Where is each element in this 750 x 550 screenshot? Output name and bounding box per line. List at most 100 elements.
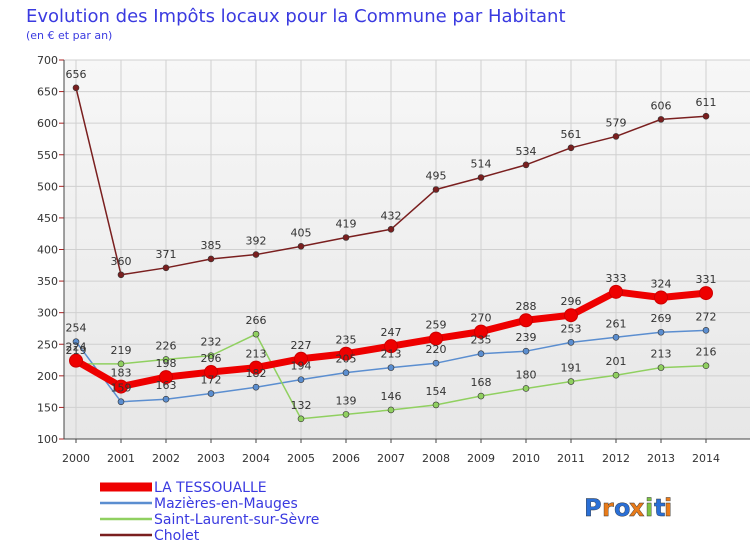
data-label-cholet: 495 (426, 169, 447, 182)
brand-letter: t (654, 494, 665, 522)
data-label-cholet: 561 (561, 128, 582, 141)
y-tick-label: 200 (37, 370, 58, 383)
data-label-la-tessoualle: 213 (246, 348, 267, 361)
data-point-mazieres-en-mauges (612, 334, 620, 341)
data-point-saint-laurent-sur-sevre (612, 371, 620, 379)
y-tick-label: 650 (37, 86, 58, 99)
data-point-la-tessoualle (294, 351, 308, 366)
data-point-la-tessoualle (114, 379, 128, 394)
data-label-mazieres-en-mauges: 253 (561, 322, 582, 335)
data-point-cholet (252, 251, 260, 258)
data-label-saint-laurent-sur-sevre: 219 (66, 344, 87, 357)
x-tick-label: 2004 (242, 452, 270, 465)
data-point-saint-laurent-sur-sevre (342, 411, 350, 418)
legend-label-la-tessoualle: LA TESSOUALLE (154, 480, 267, 496)
brand-letter: o (614, 494, 631, 522)
x-tick-label: 2006 (332, 452, 360, 465)
y-tick-label: 400 (37, 244, 58, 257)
axes: 100 150 200 250 300 350 400 450 500 550 600 650 700 2… (37, 54, 750, 465)
chart-title: Evolution des Impôts locaux pour la Comm… (26, 6, 566, 27)
legend-label-saint-laurent-sur-sevre: Saint-Laurent-sur-Sèvre (154, 512, 319, 528)
data-point-cholet (567, 144, 575, 152)
data-label-la-tessoualle: 296 (561, 295, 582, 308)
data-point-saint-laurent-sur-sevre (387, 406, 395, 414)
data-label-la-tessoualle: 235 (336, 334, 357, 347)
data-point-mazieres-en-mauges (702, 327, 710, 334)
data-labels: 656 360 371 385 392 405 419 432 495 514 534 561 579 6… (66, 68, 717, 412)
legend: LA TESSOUALLEMazières-en-MaugesSaint-Lau… (100, 480, 319, 544)
data-label-mazieres-en-mauges: 182 (246, 367, 267, 380)
data-label-saint-laurent-sur-sevre: 201 (606, 355, 627, 368)
data-label-cholet: 371 (156, 248, 177, 261)
data-point-la-tessoualle (699, 286, 713, 301)
data-point-mazieres-en-mauges (207, 390, 215, 397)
data-point-saint-laurent-sur-sevre (522, 385, 530, 392)
data-label-cholet: 360 (111, 255, 132, 268)
data-label-cholet: 611 (696, 96, 717, 109)
series-group (69, 84, 713, 423)
data-label-saint-laurent-sur-sevre: 132 (291, 399, 312, 412)
data-point-cholet (657, 116, 665, 123)
x-tick-label: 2002 (152, 452, 180, 465)
data-point-saint-laurent-sur-sevre (432, 401, 440, 409)
data-point-mazieres-en-mauges (162, 395, 170, 403)
data-point-saint-laurent-sur-sevre (657, 364, 665, 371)
data-point-mazieres-en-mauges (567, 339, 575, 346)
data-label-mazieres-en-mauges: 272 (696, 310, 717, 323)
data-point-cholet (477, 174, 485, 181)
data-point-saint-laurent-sur-sevre (702, 362, 710, 370)
data-point-saint-laurent-sur-sevre (117, 360, 125, 368)
x-tick-label: 2014 (692, 452, 720, 465)
brand-letter: x (629, 494, 645, 522)
data-label-saint-laurent-sur-sevre: 154 (426, 385, 447, 398)
y-tick-label: 550 (37, 149, 58, 162)
data-point-saint-laurent-sur-sevre (252, 330, 260, 338)
data-point-cholet (432, 186, 440, 193)
x-tick-label: 2005 (287, 452, 315, 465)
data-label-cholet: 392 (246, 235, 267, 248)
data-label-saint-laurent-sur-sevre: 191 (561, 362, 582, 375)
data-label-la-tessoualle: 247 (381, 326, 402, 339)
data-point-cholet (297, 243, 305, 250)
brand-letter: i (664, 494, 672, 522)
data-label-cholet: 419 (336, 217, 357, 230)
chart-subtitle: (en € et par an) (26, 29, 112, 42)
data-point-saint-laurent-sur-sevre (207, 352, 215, 359)
data-label-cholet: 405 (291, 226, 312, 239)
data-point-cholet (387, 225, 395, 233)
data-point-mazieres-en-mauges (477, 350, 485, 358)
data-point-la-tessoualle (249, 360, 263, 375)
data-point-mazieres-en-mauges (72, 338, 80, 346)
data-label-mazieres-en-mauges: 213 (381, 348, 402, 361)
data-label-mazieres-en-mauges: 163 (156, 379, 177, 392)
data-point-mazieres-en-mauges (387, 364, 395, 371)
data-point-mazieres-en-mauges (297, 376, 305, 383)
x-tick-label: 2012 (602, 452, 630, 465)
x-tick-label: 2003 (197, 452, 225, 465)
data-point-la-tessoualle (609, 284, 623, 299)
data-label-mazieres-en-mauges: 172 (201, 374, 222, 387)
data-point-la-tessoualle (564, 308, 578, 323)
y-tick-label: 500 (37, 180, 58, 193)
data-label-saint-laurent-sur-sevre: 266 (246, 314, 267, 327)
legend-label-cholet: Cholet (154, 528, 200, 544)
data-point-mazieres-en-mauges (117, 398, 125, 406)
data-label-saint-laurent-sur-sevre: 168 (471, 376, 492, 389)
data-point-mazieres-en-mauges (522, 347, 530, 355)
data-label-la-tessoualle: 270 (471, 312, 492, 325)
data-label-la-tessoualle: 183 (111, 367, 132, 380)
data-label-saint-laurent-sur-sevre: 139 (336, 394, 357, 407)
data-label-la-tessoualle: 331 (696, 273, 717, 286)
data-point-la-tessoualle (159, 370, 173, 385)
brand-letter: P (584, 494, 602, 522)
data-label-la-tessoualle: 227 (291, 339, 312, 352)
x-tick-label: 2007 (377, 452, 405, 465)
data-point-cholet (522, 161, 530, 169)
data-label-la-tessoualle: 324 (651, 278, 672, 291)
data-label-la-tessoualle: 198 (156, 357, 177, 370)
data-label-mazieres-en-mauges: 194 (291, 360, 312, 373)
y-tick-label: 450 (37, 212, 58, 225)
data-label-la-tessoualle: 288 (516, 300, 537, 313)
data-point-la-tessoualle (204, 365, 218, 380)
